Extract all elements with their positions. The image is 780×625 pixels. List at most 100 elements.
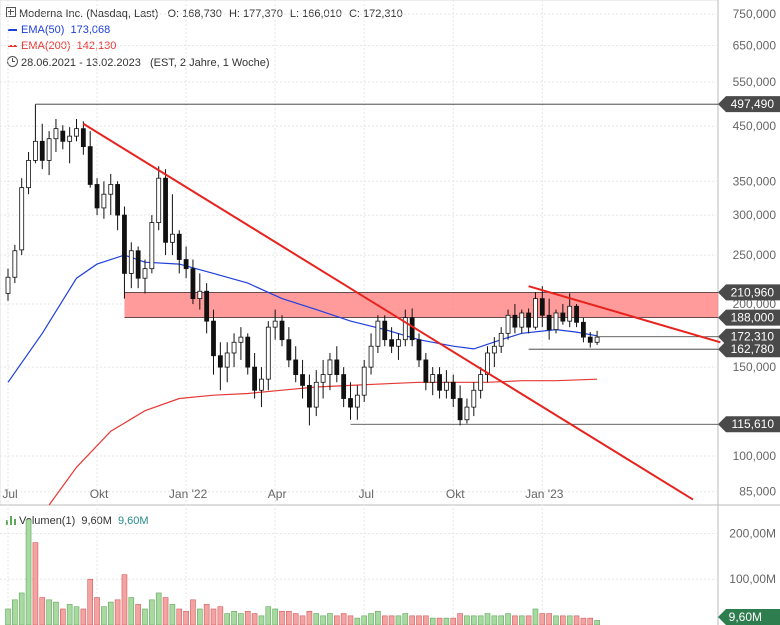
trendline <box>82 122 694 501</box>
level-tag <box>718 416 780 433</box>
volume-bar <box>149 599 155 625</box>
volume-bar <box>217 606 224 625</box>
volume-bar <box>560 615 566 625</box>
level-tag <box>718 96 780 113</box>
candle-body <box>348 398 353 408</box>
volume-bar <box>87 578 93 625</box>
candle-body <box>587 336 593 343</box>
volume-bar <box>491 615 498 625</box>
volume-bar <box>121 574 128 625</box>
x-tick-label: Okt <box>446 487 465 501</box>
volume-bar <box>423 615 429 625</box>
candle-body <box>108 184 114 195</box>
candle-body <box>457 398 463 421</box>
volume-bar <box>498 615 505 625</box>
volume-bar <box>135 604 141 625</box>
candle-body <box>491 345 497 354</box>
level-tag-label: 210,960 <box>731 285 775 299</box>
expand-icon[interactable] <box>6 7 16 17</box>
volume-bar <box>238 613 244 625</box>
candle-body <box>560 312 566 322</box>
volume-bar <box>12 599 18 625</box>
candle-body <box>115 184 120 216</box>
volume-bar <box>388 615 395 625</box>
candle-body <box>498 332 504 347</box>
candle-body <box>368 345 374 368</box>
candle-body <box>286 339 292 361</box>
y-tick-label: 550,000 <box>733 75 777 89</box>
candle-body <box>12 250 18 278</box>
candle-body <box>74 128 79 137</box>
legend-period: 28.06.2021 - 13.02.2023 (EST, 2 Jahre, 1… <box>7 55 270 69</box>
volume-bar <box>53 601 59 625</box>
candle-body <box>334 359 340 375</box>
trendlines <box>82 122 721 501</box>
candle-body <box>53 128 59 140</box>
candle-body <box>149 222 155 270</box>
candle-body <box>354 394 360 408</box>
legend-ema50: EMA(50) 173,068 <box>8 24 110 36</box>
volume-bar <box>286 610 292 625</box>
volume-bar <box>231 610 237 625</box>
candle-body <box>60 130 66 142</box>
volume-bar <box>169 604 176 625</box>
candle-body <box>519 312 525 328</box>
level-tag <box>718 309 780 326</box>
volume-bar <box>354 617 361 625</box>
level-tag-label: 115,610 <box>732 417 775 431</box>
volume-value-2: 9,60M <box>117 515 149 527</box>
volume-y-tick-label: 200,00M <box>729 526 776 540</box>
volume-bar <box>505 613 511 625</box>
x-tick-label: Jan '22 <box>169 487 208 501</box>
candle-body <box>272 320 278 328</box>
ema50-line <box>7 254 598 383</box>
volume-bar <box>197 608 203 625</box>
volume-bar <box>566 615 573 625</box>
candle-body <box>306 385 312 408</box>
volume-bar <box>546 613 552 625</box>
volume-bar <box>5 608 11 625</box>
candle-body <box>183 259 189 270</box>
level-tag-label: 497,490 <box>731 97 775 111</box>
ema50-value: 173,068 <box>70 24 111 36</box>
candle-body <box>252 366 258 391</box>
candle-body <box>320 374 326 383</box>
volume-bar <box>340 613 347 625</box>
period-range: 28.06.2021 - 13.02.2023 <box>21 57 141 69</box>
candle-body <box>512 314 518 328</box>
volume-bar <box>580 617 587 625</box>
ohlc-high: 177,370 <box>243 8 283 20</box>
volume-title: Volumen(1) <box>19 515 76 527</box>
level-lines <box>35 103 718 425</box>
volume-bar <box>470 615 477 625</box>
candle-body <box>409 317 415 341</box>
ema50-swatch <box>8 29 17 32</box>
candle-body <box>443 381 449 391</box>
candle-body <box>5 276 11 294</box>
volume-bar <box>436 617 443 625</box>
volume-last-tag <box>718 609 780 625</box>
level-tag <box>718 284 780 301</box>
volume-bar <box>190 599 196 625</box>
candle-body <box>567 305 573 322</box>
candle-body <box>581 321 586 338</box>
ohlc-low: 166,010 <box>302 8 342 20</box>
candle-body <box>546 314 552 330</box>
volume-bar <box>457 613 463 625</box>
candle-body <box>163 177 168 243</box>
volume-last-tag-label: 9,60M <box>729 610 762 624</box>
volume-bar <box>594 620 600 625</box>
volume-bar <box>162 597 169 625</box>
volume-bar <box>155 592 162 625</box>
volume-bar <box>107 601 114 625</box>
y-tick-label: 750,000 <box>733 7 777 21</box>
candle-body <box>33 140 38 161</box>
volume-bar <box>73 606 80 625</box>
candle-body <box>39 140 45 161</box>
candle-body <box>19 187 25 251</box>
candles <box>5 104 600 426</box>
candle-body <box>402 317 408 341</box>
volume-bar <box>553 615 559 625</box>
volume-bars <box>5 519 600 625</box>
